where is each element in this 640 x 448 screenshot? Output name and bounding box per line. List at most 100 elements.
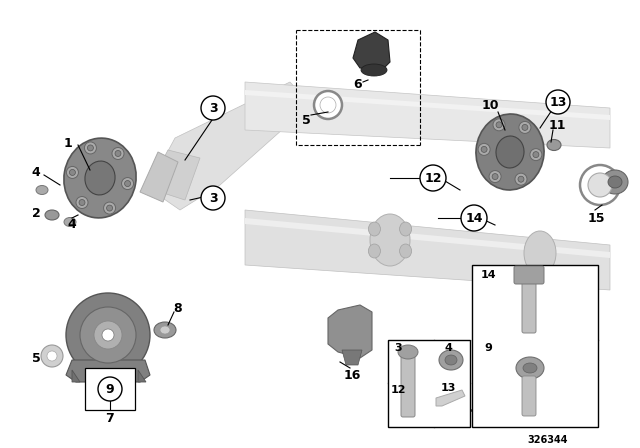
Polygon shape xyxy=(138,370,146,382)
Ellipse shape xyxy=(523,363,537,373)
Circle shape xyxy=(533,151,539,158)
Text: 3: 3 xyxy=(209,102,218,115)
Ellipse shape xyxy=(160,326,170,334)
Text: 5: 5 xyxy=(31,352,40,365)
Circle shape xyxy=(518,176,524,182)
Circle shape xyxy=(94,321,122,349)
FancyBboxPatch shape xyxy=(522,273,536,333)
Ellipse shape xyxy=(370,214,410,266)
Circle shape xyxy=(66,293,150,377)
Ellipse shape xyxy=(45,210,59,220)
Circle shape xyxy=(588,173,612,197)
Ellipse shape xyxy=(516,357,544,379)
Circle shape xyxy=(80,307,136,363)
Circle shape xyxy=(47,351,57,361)
Circle shape xyxy=(519,121,531,134)
Ellipse shape xyxy=(154,322,176,338)
Ellipse shape xyxy=(439,350,463,370)
Polygon shape xyxy=(140,152,178,202)
Polygon shape xyxy=(245,210,610,290)
Circle shape xyxy=(314,91,342,119)
Circle shape xyxy=(489,171,501,183)
Circle shape xyxy=(201,186,225,210)
Text: 4: 4 xyxy=(31,165,40,178)
Text: 14: 14 xyxy=(465,211,483,224)
Text: 15: 15 xyxy=(588,211,605,224)
Ellipse shape xyxy=(85,161,115,195)
Circle shape xyxy=(546,90,570,114)
Text: 10: 10 xyxy=(481,99,499,112)
Ellipse shape xyxy=(36,185,48,194)
Polygon shape xyxy=(66,360,150,382)
FancyBboxPatch shape xyxy=(85,368,135,410)
Circle shape xyxy=(79,199,85,206)
Circle shape xyxy=(125,181,131,186)
Circle shape xyxy=(530,149,542,161)
Circle shape xyxy=(580,165,620,205)
FancyBboxPatch shape xyxy=(522,376,536,416)
Circle shape xyxy=(320,97,336,113)
Polygon shape xyxy=(245,90,610,120)
Text: 1: 1 xyxy=(63,137,72,150)
Circle shape xyxy=(41,345,63,367)
Circle shape xyxy=(69,169,76,176)
Ellipse shape xyxy=(524,231,556,275)
Ellipse shape xyxy=(369,222,380,236)
Circle shape xyxy=(84,142,97,154)
Polygon shape xyxy=(328,305,372,358)
Text: 16: 16 xyxy=(343,369,361,382)
Ellipse shape xyxy=(547,139,561,151)
Circle shape xyxy=(112,147,124,159)
Circle shape xyxy=(515,173,527,185)
Polygon shape xyxy=(72,370,80,382)
Circle shape xyxy=(98,377,122,401)
Ellipse shape xyxy=(476,114,544,190)
Text: 13: 13 xyxy=(549,95,566,108)
Ellipse shape xyxy=(399,244,412,258)
Text: 5: 5 xyxy=(301,113,310,126)
Circle shape xyxy=(88,145,93,151)
Polygon shape xyxy=(353,32,390,70)
FancyBboxPatch shape xyxy=(401,353,415,417)
Text: 4: 4 xyxy=(444,343,452,353)
Text: 11: 11 xyxy=(548,119,566,132)
Text: 12: 12 xyxy=(390,385,406,395)
Circle shape xyxy=(492,173,498,180)
Text: 2: 2 xyxy=(31,207,40,220)
Text: 9: 9 xyxy=(106,383,115,396)
Circle shape xyxy=(102,329,114,341)
Text: 3: 3 xyxy=(394,343,402,353)
Text: 9: 9 xyxy=(484,343,492,353)
FancyBboxPatch shape xyxy=(388,340,470,427)
Circle shape xyxy=(481,146,487,152)
Ellipse shape xyxy=(361,64,387,76)
Ellipse shape xyxy=(496,136,524,168)
Text: 7: 7 xyxy=(106,412,115,425)
Ellipse shape xyxy=(64,138,136,218)
Ellipse shape xyxy=(398,345,418,359)
FancyBboxPatch shape xyxy=(472,265,598,427)
Polygon shape xyxy=(148,150,200,200)
Polygon shape xyxy=(342,350,362,365)
Text: 14: 14 xyxy=(480,270,496,280)
Ellipse shape xyxy=(608,176,622,188)
Text: 8: 8 xyxy=(173,302,182,314)
Circle shape xyxy=(107,205,113,211)
Ellipse shape xyxy=(64,217,76,227)
Circle shape xyxy=(461,205,487,231)
Circle shape xyxy=(104,202,116,214)
Polygon shape xyxy=(436,390,465,406)
Ellipse shape xyxy=(602,170,628,194)
Polygon shape xyxy=(245,82,610,148)
Circle shape xyxy=(122,177,134,190)
Circle shape xyxy=(522,125,528,130)
Text: 12: 12 xyxy=(424,172,442,185)
Circle shape xyxy=(67,167,79,178)
Ellipse shape xyxy=(369,244,380,258)
Polygon shape xyxy=(245,218,610,258)
Text: 4: 4 xyxy=(68,217,76,231)
Circle shape xyxy=(478,143,490,155)
Text: 3: 3 xyxy=(209,191,218,204)
Ellipse shape xyxy=(399,222,412,236)
Circle shape xyxy=(76,197,88,208)
